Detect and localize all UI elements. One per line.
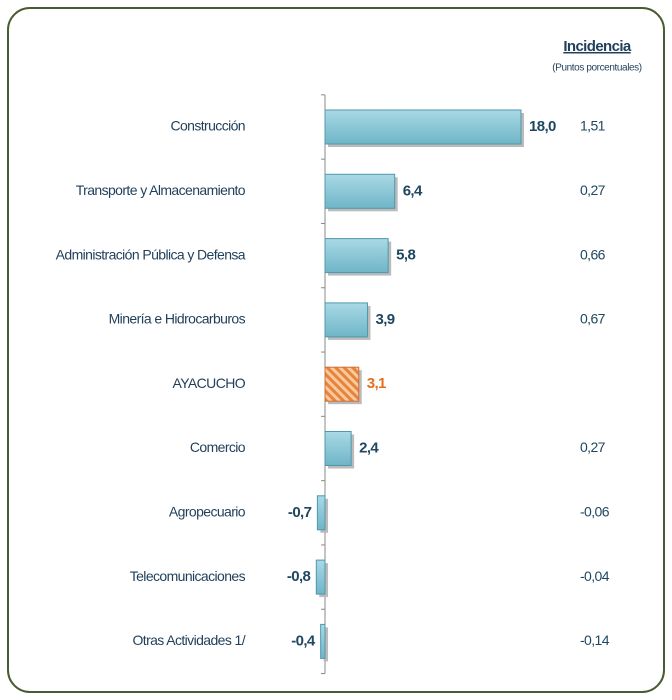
category-label: Otras Actividades 1/ bbox=[132, 632, 245, 648]
incidence-label: 0,66 bbox=[580, 246, 606, 262]
bar bbox=[315, 559, 326, 595]
value-label: 6,4 bbox=[403, 182, 423, 199]
incidence-label: 0,27 bbox=[580, 439, 606, 455]
bar bbox=[320, 623, 326, 659]
category-label: Minería e Hidrocarburos bbox=[109, 311, 246, 327]
category-label: Construcción bbox=[170, 118, 245, 134]
category-label: Agropecuario bbox=[169, 504, 246, 520]
incidence-label: -0,04 bbox=[580, 568, 610, 584]
category-label: Transporte y Almacenamiento bbox=[76, 182, 246, 198]
bar bbox=[324, 431, 352, 466]
incidence-label: -0,06 bbox=[580, 504, 610, 520]
subheader: (Puntos porcentuales) bbox=[552, 63, 642, 74]
category-label: Comercio bbox=[190, 439, 246, 455]
value-label: -0,4 bbox=[291, 632, 316, 649]
bar bbox=[324, 173, 396, 209]
value-label: 2,4 bbox=[359, 439, 379, 456]
value-label: -0,8 bbox=[287, 568, 311, 585]
header: Incidencia bbox=[563, 38, 632, 55]
bar bbox=[316, 495, 326, 531]
incidence-label: -0,14 bbox=[580, 632, 610, 648]
value-label: 3,9 bbox=[375, 311, 394, 328]
category-label: Administración Pública y Defensa bbox=[56, 246, 246, 262]
value-label: 18,0 bbox=[529, 118, 556, 135]
category-label: Telecomunicaciones bbox=[130, 568, 246, 584]
bar-shadow bbox=[323, 627, 328, 662]
bar bbox=[324, 302, 368, 338]
bar bbox=[324, 366, 360, 402]
incidence-label: 1,51 bbox=[580, 118, 606, 134]
bar bbox=[324, 238, 389, 274]
incidence-label: 0,27 bbox=[580, 182, 606, 198]
incidence-label: 0,67 bbox=[580, 311, 606, 327]
value-label: 5,8 bbox=[396, 247, 415, 264]
frame bbox=[7, 7, 665, 693]
value-label: 3,1 bbox=[367, 375, 386, 392]
value-label: -0,7 bbox=[288, 504, 312, 521]
category-label: AYACUCHO bbox=[173, 375, 246, 391]
bar bbox=[324, 109, 522, 145]
